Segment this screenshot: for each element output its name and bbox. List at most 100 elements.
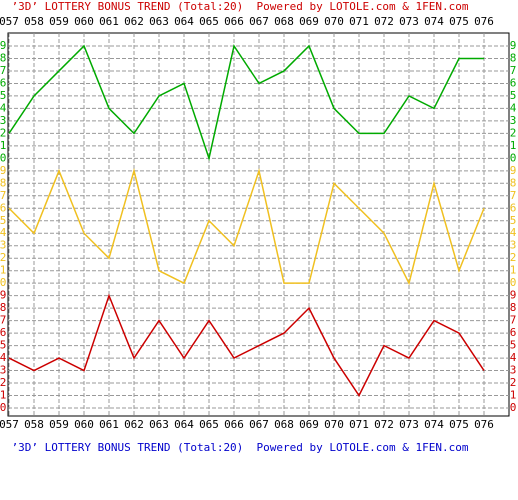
x-tick-label-top: 065 xyxy=(199,15,219,28)
x-tick-label-bottom: 063 xyxy=(149,418,169,431)
x-tick-label-bottom: 065 xyxy=(199,418,219,431)
y-tick-label-right: 9 xyxy=(510,164,517,177)
y-tick-label-right: 8 xyxy=(510,176,517,189)
y-tick-label-left: 4 xyxy=(0,351,7,364)
y-tick-label-right: 5 xyxy=(510,214,517,227)
x-tick-label-top: 072 xyxy=(374,15,394,28)
y-tick-label-right: 6 xyxy=(510,326,517,339)
y-tick-label-right: 2 xyxy=(510,126,517,139)
x-tick-label-top: 074 xyxy=(424,15,444,28)
y-tick-label-right: 7 xyxy=(510,64,517,77)
x-tick-label-top: 069 xyxy=(299,15,319,28)
x-tick-label-bottom: 059 xyxy=(49,418,69,431)
y-tick-label-right: 0 xyxy=(510,276,517,289)
y-tick-label-left: 4 xyxy=(0,226,7,239)
x-tick-label-bottom: 074 xyxy=(424,418,444,431)
y-tick-label-left: 1 xyxy=(0,264,6,277)
y-tick-label-left: 2 xyxy=(0,251,6,264)
y-tick-label-left: 5 xyxy=(0,339,6,352)
y-tick-label-left: 8 xyxy=(0,51,6,64)
y-tick-label-left: 1 xyxy=(0,139,6,152)
y-tick-label-right: 6 xyxy=(510,201,517,214)
y-tick-label-right: 3 xyxy=(510,364,517,377)
y-tick-label-right: 1 xyxy=(510,264,517,277)
x-tick-label-bottom: 071 xyxy=(349,418,369,431)
x-tick-label-top: 062 xyxy=(124,15,144,28)
x-tick-label-top: 058 xyxy=(24,15,44,28)
x-tick-label-bottom: 058 xyxy=(24,418,44,431)
x-tick-label-bottom: 076 xyxy=(474,418,494,431)
y-tick-label-left: 0 xyxy=(0,401,6,414)
y-tick-label-left: 6 xyxy=(0,76,6,89)
y-tick-label-right: 2 xyxy=(510,251,517,264)
x-tick-label-top: 073 xyxy=(399,15,419,28)
y-tick-label-left: 8 xyxy=(0,176,6,189)
y-tick-label-right: 2 xyxy=(510,376,517,389)
y-tick-label-left: 1 xyxy=(0,389,6,402)
y-tick-label-left: 3 xyxy=(0,114,6,127)
y-tick-label-right: 0 xyxy=(510,401,517,414)
y-tick-label-left: 9 xyxy=(0,39,6,52)
x-tick-label-bottom: 075 xyxy=(449,418,469,431)
y-tick-label-right: 3 xyxy=(510,239,517,252)
x-tick-label-top: 070 xyxy=(324,15,344,28)
y-tick-label-left: 7 xyxy=(0,314,6,327)
series-line xyxy=(8,293,485,398)
y-tick-label-left: 8 xyxy=(0,301,6,314)
x-tick-label-bottom: 064 xyxy=(174,418,194,431)
y-tick-label-right: 8 xyxy=(510,301,517,314)
y-tick-label-right: 3 xyxy=(510,114,517,127)
series-line xyxy=(8,44,484,162)
chart-footer-title: ’3D’ LOTTERY BONUS TREND (Total:20) Powe… xyxy=(12,441,469,454)
x-tick-label-bottom: 066 xyxy=(224,418,244,431)
x-tick-label-top: 068 xyxy=(274,15,294,28)
y-tick-label-right: 1 xyxy=(510,389,517,402)
x-tick-label-bottom: 057 xyxy=(0,418,19,431)
x-tick-label-top: 060 xyxy=(74,15,94,28)
y-tick-label-right: 5 xyxy=(510,89,517,102)
y-tick-label-right: 1 xyxy=(510,139,517,152)
x-tick-label-bottom: 069 xyxy=(299,418,319,431)
y-tick-label-left: 6 xyxy=(0,326,6,339)
y-tick-label-right: 9 xyxy=(510,289,517,302)
x-tick-label-top: 066 xyxy=(224,15,244,28)
y-tick-label-right: 8 xyxy=(510,51,517,64)
y-tick-label-right: 0 xyxy=(510,151,517,164)
y-tick-label-right: 4 xyxy=(510,226,517,239)
series-line xyxy=(8,167,485,286)
x-tick-label-bottom: 068 xyxy=(274,418,294,431)
y-tick-label-left: 3 xyxy=(0,364,6,377)
y-tick-label-left: 4 xyxy=(0,101,7,114)
y-tick-label-left: 5 xyxy=(0,89,6,102)
y-tick-label-left: 0 xyxy=(0,276,6,289)
x-tick-label-bottom: 067 xyxy=(249,418,269,431)
x-tick-label-bottom: 062 xyxy=(124,418,144,431)
y-tick-label-left: 9 xyxy=(0,164,6,177)
x-tick-label-bottom: 070 xyxy=(324,418,344,431)
y-tick-label-left: 0 xyxy=(0,151,6,164)
y-tick-label-right: 9 xyxy=(510,39,517,52)
y-tick-label-right: 4 xyxy=(510,351,517,364)
x-tick-label-top: 075 xyxy=(449,15,469,28)
x-tick-label-top: 063 xyxy=(149,15,169,28)
x-tick-label-bottom: 061 xyxy=(99,418,119,431)
x-tick-label-top: 059 xyxy=(49,15,69,28)
y-tick-label-right: 7 xyxy=(510,314,517,327)
y-tick-label-left: 9 xyxy=(0,289,6,302)
x-tick-label-bottom: 060 xyxy=(74,418,94,431)
y-tick-label-right: 4 xyxy=(510,101,517,114)
y-tick-label-left: 2 xyxy=(0,376,6,389)
x-tick-label-top: 076 xyxy=(474,15,494,28)
y-tick-label-left: 3 xyxy=(0,239,6,252)
x-tick-label-top: 064 xyxy=(174,15,194,28)
x-tick-label-top: 067 xyxy=(249,15,269,28)
x-tick-label-top: 057 xyxy=(0,15,19,28)
y-tick-label-left: 5 xyxy=(0,214,6,227)
x-tick-label-top: 061 xyxy=(99,15,119,28)
x-tick-label-bottom: 073 xyxy=(399,418,419,431)
y-tick-label-left: 2 xyxy=(0,126,6,139)
y-tick-label-right: 6 xyxy=(510,76,517,89)
y-tick-label-left: 7 xyxy=(0,189,6,202)
